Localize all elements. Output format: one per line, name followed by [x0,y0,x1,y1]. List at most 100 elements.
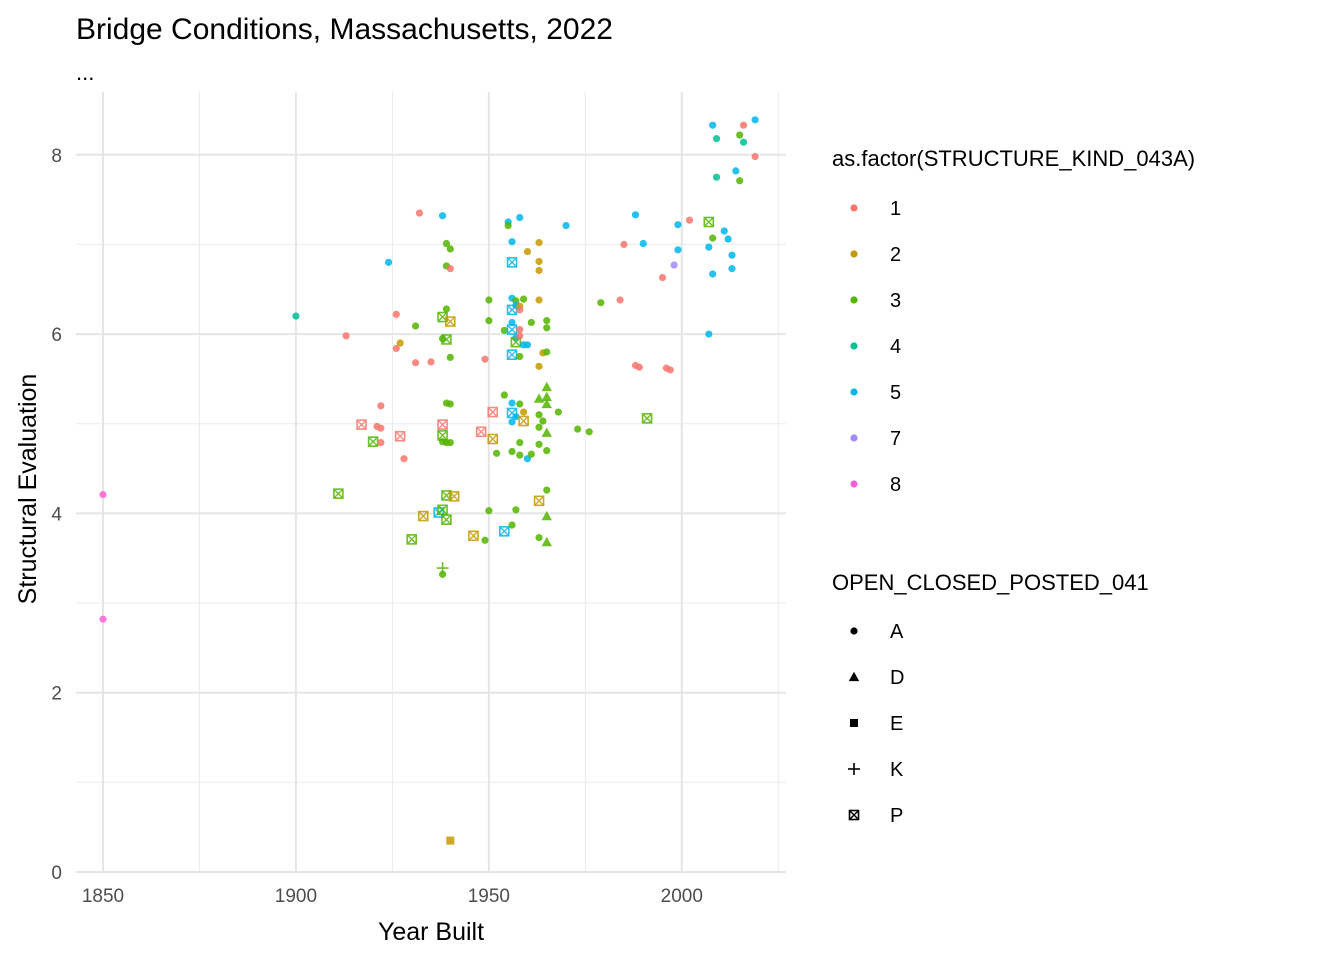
data-point [487,433,499,445]
chart-subtitle: ... [76,60,94,85]
data-point [739,121,748,129]
data-point [492,449,501,457]
data-point [512,506,520,514]
data-point [597,299,605,307]
data-point [415,209,424,217]
data-point [468,530,479,542]
data-point [438,212,447,220]
color-legend-key [850,480,858,488]
data-point [541,510,552,521]
data-point [739,138,748,146]
shape-legend-key [848,809,860,821]
data-point [616,296,624,304]
data-point [527,318,535,327]
color-legend-label: 1 [890,198,901,220]
data-point [535,440,543,448]
data-point [535,266,543,275]
data-point [751,152,759,161]
data-point [508,418,516,426]
data-point [533,495,545,507]
data-point [539,417,547,425]
data-point [705,330,713,338]
data-point [705,243,713,251]
data-point [437,419,448,430]
data-point [620,240,628,249]
x-tick-label: 1900 [275,886,317,907]
color-legend-label: 3 [890,290,901,312]
data-point [406,534,418,545]
data-point [541,398,552,409]
gridlines [76,92,786,873]
data-point [99,615,107,623]
data-point [543,486,551,494]
data-point [99,490,107,499]
data-point [635,363,643,371]
data-point [523,247,532,256]
data-point [703,216,715,228]
data-point [442,239,451,248]
data-point [485,296,493,304]
data-point [535,257,543,266]
data-point [728,265,736,273]
y-tick-label: 2 [51,684,62,705]
y-tick-label: 8 [51,146,62,167]
shape-legend-label: P [890,805,903,827]
data-point [751,116,759,124]
data-point [392,310,400,318]
data-point [516,306,524,314]
y-tick-label: 6 [51,325,62,346]
data-point [562,221,570,230]
data-point [356,419,367,430]
data-point [444,316,456,327]
data-point [400,455,408,463]
data-point [554,408,562,416]
data-point [508,238,516,246]
color-legend-key [850,342,858,350]
data-point [506,349,518,360]
data-point [516,451,524,459]
data-point [535,411,543,419]
shape-legend-key [848,763,860,775]
data-point [516,438,524,447]
data-point [392,344,400,353]
data-point [516,400,524,408]
data-point [520,295,528,303]
data-point [442,305,451,313]
data-point [543,447,551,455]
data-point [533,393,545,403]
data-point [333,488,344,499]
data-point [585,428,593,436]
color-legend-key [850,388,858,396]
color-legend-label: 2 [890,244,901,266]
x-tick-label: 1850 [82,886,124,907]
data-point [446,245,454,253]
data-point [499,526,510,537]
shape-legend-label: K [890,759,904,781]
shape-legend-key [850,627,858,635]
data-point [639,239,647,248]
data-point [523,341,532,349]
color-legend-key [850,250,858,258]
data-point [574,425,582,433]
y-tick-label: 0 [51,863,62,884]
data-point [666,366,674,374]
data-point [535,533,543,542]
data-point [438,570,447,578]
data-point [506,324,518,335]
shape-legend-key [848,671,860,682]
data-point [384,258,393,266]
color-legend-label: 4 [890,336,901,358]
color-legend-label: 8 [890,474,901,496]
color-legend-key [850,204,858,212]
shape-legend-title: OPEN_CLOSED_POSTED_041 [832,570,1149,595]
data-point [487,406,499,418]
data-point [685,216,694,224]
data-point [508,318,516,327]
data-point [427,358,435,366]
data-point [481,355,489,363]
data-point [417,510,429,522]
data-point [396,339,404,347]
data-point [631,211,640,219]
shape-legend-label: A [890,621,904,643]
